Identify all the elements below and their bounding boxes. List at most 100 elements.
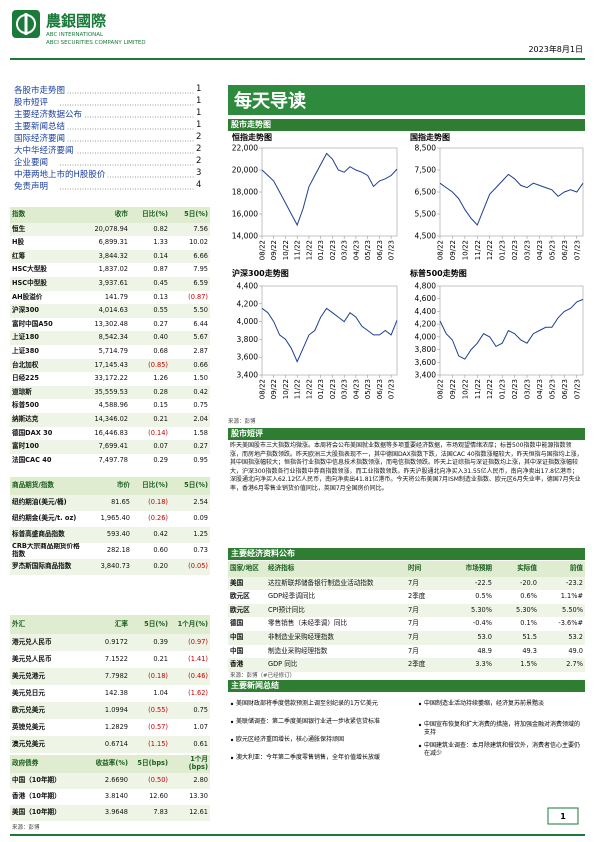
data-table: 政府债券 收益率(%) 5日(bps) 1个月(bps) 中国（10年期） 2.6690(… (10, 755, 210, 821)
x-tick-label: 08/22 (259, 379, 267, 399)
x-tick-label: 01/23 (499, 240, 507, 260)
table-cell: 2.80 (170, 773, 210, 789)
data-line (261, 307, 398, 363)
table-cell: 14,346.02 (76, 412, 130, 427)
x-tick-label: 06/23 (376, 379, 384, 399)
table-row: 欧元区 CPI预计同比 7月 5.30% 5.30% 5.50% (228, 603, 585, 618)
bullet (418, 723, 422, 727)
toc-page: 3 (196, 168, 202, 178)
table-row: 港元兑人民币 0.9172 0.39 (0.97) (10, 634, 210, 651)
table-row: 美元兑日元 142.38 1.04 (1.62) (10, 685, 210, 702)
table-cell: 0.61 (170, 736, 210, 753)
y-tick-label: 4,800 (415, 282, 437, 291)
table-cell: 49.3 (522, 646, 537, 655)
table-cell: 10.02 (189, 238, 208, 247)
x-tick-label: 06/23 (376, 240, 384, 260)
table-row: 中国 制造业采购经理指数 7月 48.9 49.3 49.0 (228, 645, 585, 659)
section-bar: 主要新闻总结 (228, 680, 585, 692)
table-cell: 3.9648 (76, 805, 130, 821)
plot-frame (261, 147, 398, 237)
table-cell: (1.62) (188, 688, 208, 697)
table-cell: 5.30% (494, 603, 539, 618)
table-cell: 0.68 (153, 346, 168, 355)
x-tick-label: 04/23 (536, 240, 544, 260)
table-cell: 1.2829 (104, 722, 128, 731)
toc-title: 企业要闻 (14, 156, 51, 168)
table-cell: 13.30 (189, 792, 208, 801)
y-tick-label: 4,400 (415, 307, 437, 316)
x-tick-label: 08/22 (437, 379, 445, 399)
news-item: 美国财政部将季度借款预测上调至创纪录的1万亿美元 (236, 700, 378, 707)
data-line (439, 173, 584, 226)
table-cell: 3,937.61 (76, 276, 130, 291)
toc-title: 免责声明 (14, 180, 51, 192)
table-row: 纽约期油(美元/桶) 81.65 (0.18) 2.54 (10, 495, 210, 511)
table-cell: 1.50 (193, 374, 208, 383)
table-cell: 0.42 (170, 385, 210, 400)
table-cell: 53.2 (539, 630, 585, 645)
table-cell: (0.57) (148, 722, 168, 731)
table-row: CRB大宗商品期货价格指数 282.18 0.60 0.73 (10, 543, 210, 559)
table-cell: 0.28 (130, 385, 170, 400)
table-cell: (0.05) (170, 559, 210, 575)
page-title: 每天导读 (234, 90, 306, 112)
bullet (418, 702, 422, 706)
table-cell: 17,145.43 (76, 358, 130, 373)
y-tick-label: 4,000 (415, 332, 437, 341)
table-cell: 标普500 (12, 401, 39, 410)
table-cell: (0.55) (130, 702, 170, 719)
table-row: 标普500 4,588.96 0.15 0.75 (10, 399, 210, 413)
table-cell: 0.20 (132, 559, 170, 575)
table-cell: 非制造业采购经理指数 (266, 630, 406, 645)
y-tick-label: 3,400 (415, 371, 437, 380)
table-cell: 美元兑港元 (10, 668, 76, 685)
table-cell: 2季度 (406, 658, 446, 672)
x-tick-label: 10/22 (282, 379, 290, 399)
y-tick-label: 20,000 (232, 166, 258, 175)
table-cell: 142.38 (104, 688, 128, 697)
toc-page: 2 (196, 132, 202, 142)
table-cell: 中国 (228, 630, 266, 645)
table-cell: 0.15 (153, 401, 168, 410)
header-rule (10, 58, 585, 60)
table-cell: 593.40 (84, 527, 132, 543)
table-cell: 0.27 (153, 319, 168, 328)
table-cell: 恒生 (10, 222, 76, 237)
x-tick-label: 03/23 (341, 240, 349, 260)
table-cell: 1.26 (153, 374, 168, 383)
x-tick-label: 11/22 (474, 240, 482, 260)
table-cell: 0.42 (132, 527, 170, 543)
toc-page: 1 (196, 120, 202, 130)
table-cell: 5,714.79 (98, 346, 128, 355)
table-cell: 5.30% (446, 603, 494, 618)
table-cell: 12.60 (149, 792, 168, 801)
header-cell: 指数 (10, 207, 76, 223)
y-tick-label: 6,500 (415, 188, 437, 197)
table-row: 欧元区 GDP经季调同比 2季度 0.5% 0.6% 1.1%# (228, 590, 585, 604)
header-cell: 外汇 (10, 615, 76, 634)
table-cell: (0.85) (130, 358, 170, 373)
data-line (261, 152, 398, 227)
table-cell: -0.4% (472, 619, 492, 628)
plot-frame (439, 147, 584, 237)
table-cell: 141.79 (104, 292, 128, 301)
x-tick-label: 07/23 (573, 240, 581, 260)
table-row: 澳元兑美元 0.6714 (1.15) 0.61 (10, 736, 210, 753)
table-row: 红筹 3,844.32 0.14 6.66 (10, 249, 210, 264)
source: 来源：彭博（#已经修订） (230, 673, 296, 679)
x-tick-label: 05/23 (364, 379, 372, 399)
table-cell: 33,172.22 (94, 374, 128, 383)
table-cell: HSC大型股 (12, 265, 47, 274)
plot-frame (439, 285, 584, 376)
toc-page: 1 (196, 96, 202, 106)
toc-page: 1 (196, 84, 202, 94)
data-table: 商品期货/指数 市价 日比(%) 5日(%) 纽约期油(美元/桶) 81.65 (0.18)… (10, 477, 210, 575)
table-cell: 3,840.73 (84, 559, 132, 575)
x-tick-label: 05/23 (548, 379, 556, 399)
header-row: 外汇 汇率 5日(%) 1个月(%) (10, 615, 210, 634)
news-item: 中国建筑业调查：本月除建筑和餐饮外，消费者信心主要仍在减少 (424, 742, 581, 757)
chart-title: 国指走势图 (410, 132, 450, 142)
x-tick-label: 01/23 (499, 379, 507, 399)
company-cn: 農銀國際 (46, 12, 107, 30)
table-cell: 0.55 (130, 304, 170, 318)
